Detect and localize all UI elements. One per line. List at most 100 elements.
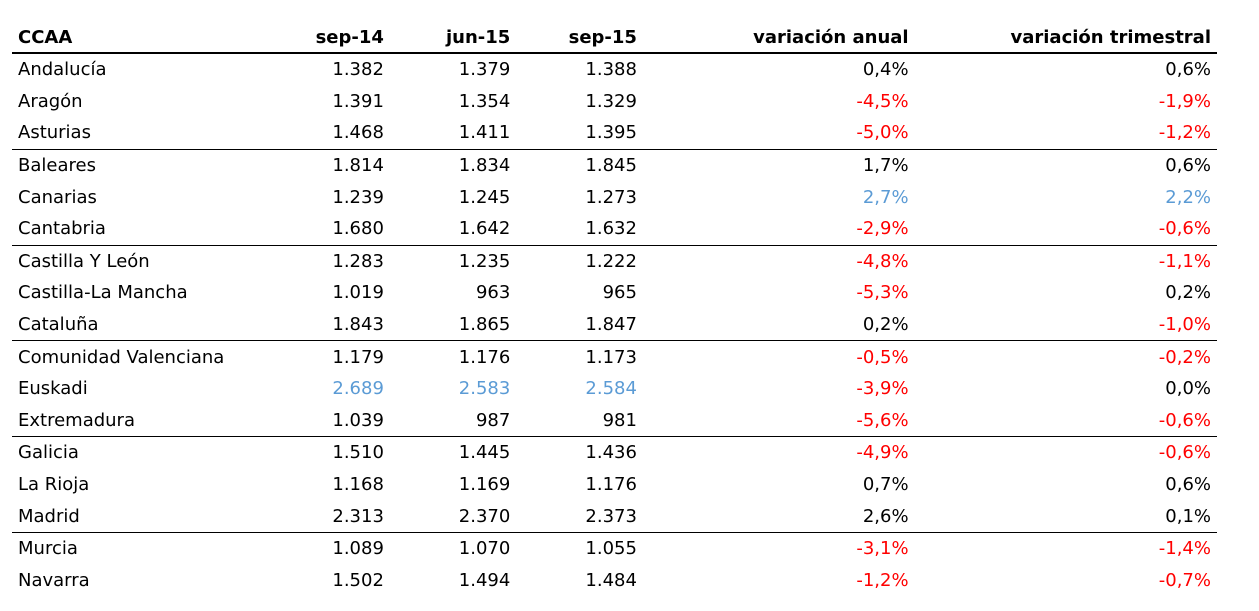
cell-sep-14: 1.843 (332, 314, 384, 336)
cell-sep-14: 1.039 (332, 409, 384, 431)
cell-sep-15: 2.373 (585, 505, 637, 527)
table-row: La Rioja 1.168 1.169 1.176 0,7% 0,6% (12, 469, 1217, 501)
table-row: Extremadura 1.039 987 981 -5,6% -0,6% (12, 405, 1217, 437)
cell-jun-15: 1.445 (389, 436, 517, 469)
cell-variacion-trimestral: 0,6% (1165, 474, 1211, 496)
cell-jun-15: 1.176 (389, 340, 517, 373)
cell-jun-15: 987 (475, 409, 511, 431)
cell-sep-15: 1.632 (585, 218, 637, 240)
cell-sep-14: 2.313 (332, 505, 384, 527)
cell-variacion-anual: 2,6% (862, 505, 909, 527)
table-row: Baleares 1.814 1.834 1.845 1,7% 0,6% (12, 148, 1217, 182)
cell-sep-15: 1.329 (585, 90, 637, 112)
cell-variacion-anual: -0,5% (642, 340, 915, 373)
header-variacion-trimestral: variación trimestral (914, 22, 1217, 54)
header-row: CCAA sep-14 jun-15 sep-15 variación anua… (12, 22, 1217, 54)
cell-ccaa: Navarra (18, 569, 90, 591)
cell-ccaa: Extremadura (18, 409, 135, 431)
cell-ccaa: Andalucía (18, 59, 107, 81)
cell-variacion-trimestral: 0,0% (1165, 378, 1211, 400)
table-body: Andalucía 1.382 1.379 1.388 0,4% 0,6% Ar… (12, 53, 1217, 596)
cell-sep-15: 1.055 (516, 531, 643, 565)
cell-ccaa: Baleares (12, 148, 272, 182)
cell-variacion-anual: -5,0% (856, 122, 909, 144)
cell-jun-15: 2.583 (458, 378, 511, 400)
cell-ccaa: Galicia (12, 436, 272, 469)
cell-sep-15: 1.436 (516, 436, 643, 469)
table-row: Asturias 1.468 1.411 1.395 -5,0% -1,2% (12, 117, 1217, 149)
cell-ccaa: La Rioja (18, 474, 90, 496)
data-table: CCAA sep-14 jun-15 sep-15 variación anua… (12, 22, 1217, 596)
cell-variacion-trimestral: 0,6% (914, 148, 1217, 182)
table-row: Castilla-La Mancha 1.019 963 965 -5,3% 0… (12, 277, 1217, 309)
cell-sep-14: 1.502 (332, 569, 384, 591)
cell-variacion-trimestral: -0,2% (914, 340, 1217, 373)
cell-sep-15: 1.484 (585, 569, 637, 591)
cell-jun-15: 1.169 (458, 474, 511, 496)
cell-variacion-anual: -3,9% (856, 378, 909, 400)
header-sep-14: sep-14 (271, 22, 390, 54)
cell-variacion-anual: 2,7% (862, 186, 909, 208)
cell-variacion-anual: -4,9% (642, 436, 915, 469)
cell-variacion-anual: -4,5% (856, 90, 909, 112)
table-row: Murcia 1.089 1.070 1.055 -3,1% -1,4% (12, 531, 1217, 565)
cell-variacion-anual: -1,2% (856, 569, 909, 591)
cell-variacion-trimestral: -1,4% (914, 531, 1217, 565)
cell-jun-15: 1.865 (458, 314, 511, 336)
cell-sep-15: 1.273 (585, 186, 637, 208)
cell-sep-14: 1.179 (271, 340, 390, 373)
cell-ccaa: Aragón (18, 90, 83, 112)
cell-ccaa: Madrid (18, 505, 80, 527)
cell-jun-15: 1.411 (458, 122, 511, 144)
cell-variacion-anual: 0,4% (862, 59, 909, 81)
cell-sep-15: 2.584 (585, 378, 637, 400)
cell-variacion-trimestral: -1,0% (1158, 314, 1211, 336)
table-row: Galicia 1.510 1.445 1.436 -4,9% -0,6% (12, 436, 1217, 469)
cell-variacion-trimestral: -0,7% (1158, 569, 1211, 591)
cell-jun-15: 2.370 (458, 505, 511, 527)
table-row: Cantabria 1.680 1.642 1.632 -2,9% -0,6% (12, 213, 1217, 245)
cell-variacion-trimestral: 0,1% (1165, 505, 1211, 527)
cell-sep-15: 1.173 (516, 340, 643, 373)
cell-ccaa: Cantabria (18, 218, 106, 240)
cell-sep-14: 1.468 (332, 122, 384, 144)
header-variacion-anual: variación anual (642, 22, 915, 54)
cell-jun-15: 1.834 (389, 148, 517, 182)
cell-sep-14: 1.239 (332, 186, 384, 208)
cell-variacion-trimestral: 0,2% (1165, 282, 1211, 304)
cell-sep-15: 1.395 (585, 122, 637, 144)
cell-ccaa: Euskadi (18, 378, 88, 400)
table-row: Euskadi 2.689 2.583 2.584 -3,9% 0,0% (12, 373, 1217, 405)
cell-jun-15: 1.245 (458, 186, 511, 208)
cell-variacion-anual: -3,1% (642, 531, 915, 565)
cell-ccaa: Cataluña (18, 314, 99, 336)
cell-variacion-anual: -5,6% (856, 409, 909, 431)
cell-jun-15: 1.379 (458, 59, 511, 81)
cell-variacion-trimestral: -1,1% (914, 244, 1217, 278)
header-jun-15: jun-15 (389, 22, 517, 54)
cell-sep-14: 2.689 (332, 378, 384, 400)
cell-jun-15: 1.354 (458, 90, 511, 112)
table-row: Madrid 2.313 2.370 2.373 2,6% 0,1% (12, 500, 1217, 532)
cell-variacion-trimestral: -1,2% (1158, 122, 1211, 144)
table-row: Castilla Y León 1.283 1.235 1.222 -4,8% … (12, 244, 1217, 278)
cell-sep-15: 1.845 (516, 148, 643, 182)
cell-sep-14: 1.168 (332, 474, 384, 496)
cell-variacion-trimestral: -1,9% (1158, 90, 1211, 112)
cell-ccaa: Murcia (12, 531, 272, 565)
cell-variacion-trimestral: -0,6% (1158, 218, 1211, 240)
table-row: Comunidad Valenciana 1.179 1.176 1.173 -… (12, 340, 1217, 373)
cell-sep-15: 1.176 (585, 474, 637, 496)
cell-sep-14: 1.283 (271, 244, 390, 278)
cell-jun-15: 1.235 (389, 244, 517, 278)
cell-sep-15: 965 (602, 282, 637, 304)
cell-sep-15: 981 (602, 409, 637, 431)
cell-sep-14: 1.680 (332, 218, 384, 240)
table-row: Cataluña 1.843 1.865 1.847 0,2% -1,0% (12, 309, 1217, 341)
cell-sep-15: 1.847 (585, 314, 637, 336)
header-ccaa: CCAA (12, 22, 272, 54)
table-row: Navarra 1.502 1.494 1.484 -1,2% -0,7% (12, 565, 1217, 597)
cell-jun-15: 963 (475, 282, 511, 304)
cell-variacion-trimestral: 2,2% (1165, 186, 1211, 208)
cell-ccaa: Asturias (18, 122, 91, 144)
